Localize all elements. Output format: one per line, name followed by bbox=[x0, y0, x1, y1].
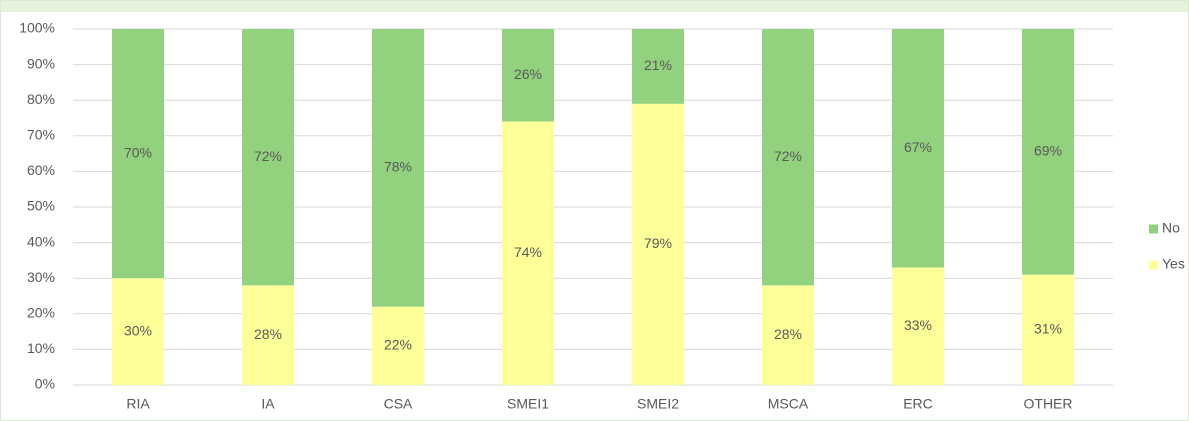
bar-segment bbox=[632, 103, 684, 385]
data-label: 31% bbox=[1034, 321, 1062, 337]
data-label: 67% bbox=[904, 139, 932, 155]
data-label: 30% bbox=[124, 322, 152, 338]
y-tick-label: 0% bbox=[35, 376, 55, 392]
bar-segment bbox=[372, 306, 424, 385]
data-label: 74% bbox=[514, 244, 542, 260]
top-strip bbox=[0, 0, 1189, 12]
data-label: 72% bbox=[774, 148, 802, 164]
legend-label: Yes bbox=[1162, 256, 1185, 272]
bar-segment bbox=[502, 29, 554, 122]
data-label: 70% bbox=[124, 144, 152, 160]
y-tick-label: 70% bbox=[27, 127, 55, 143]
bar-segment bbox=[762, 29, 814, 286]
legend-swatch bbox=[1149, 260, 1158, 270]
data-label: 21% bbox=[644, 57, 672, 73]
data-label: 33% bbox=[904, 317, 932, 333]
data-label: 26% bbox=[514, 66, 542, 82]
data-label: 79% bbox=[644, 235, 672, 251]
data-label: 28% bbox=[254, 326, 282, 342]
bar-segment bbox=[632, 29, 684, 104]
x-tick-label: OTHER bbox=[1024, 396, 1073, 412]
bar-segment bbox=[1022, 274, 1074, 385]
x-tick-label: SMEI2 bbox=[637, 396, 679, 412]
bar-segment bbox=[892, 29, 944, 268]
bar-segment bbox=[242, 29, 294, 286]
y-tick-label: 10% bbox=[27, 340, 55, 356]
bar-segment bbox=[1022, 29, 1074, 275]
legend-label: No bbox=[1162, 220, 1180, 236]
data-label: 69% bbox=[1034, 143, 1062, 159]
bar-segment bbox=[112, 29, 164, 279]
bar-segment bbox=[112, 278, 164, 385]
y-tick-label: 90% bbox=[27, 55, 55, 71]
x-tick-label: MSCA bbox=[768, 396, 809, 412]
x-tick-label: RIA bbox=[126, 396, 150, 412]
data-label: 22% bbox=[384, 337, 412, 353]
y-tick-label: 40% bbox=[27, 233, 55, 249]
y-tick-label: 30% bbox=[27, 269, 55, 285]
x-tick-label: ERC bbox=[903, 396, 933, 412]
bar-segment bbox=[502, 121, 554, 385]
bar-segment bbox=[762, 285, 814, 385]
bar-segment bbox=[372, 29, 424, 307]
y-tick-label: 60% bbox=[27, 162, 55, 178]
y-tick-label: 100% bbox=[19, 20, 55, 36]
bar-segment bbox=[892, 267, 944, 385]
data-label: 28% bbox=[774, 326, 802, 342]
y-tick-label: 50% bbox=[27, 198, 55, 214]
data-label: 78% bbox=[384, 159, 412, 175]
y-tick-label: 80% bbox=[27, 91, 55, 107]
y-tick-label: 20% bbox=[27, 305, 55, 321]
bar-segment bbox=[242, 285, 294, 385]
x-tick-label: SMEI1 bbox=[507, 396, 549, 412]
data-label: 72% bbox=[254, 148, 282, 164]
x-tick-label: CSA bbox=[384, 396, 413, 412]
legend-swatch bbox=[1149, 224, 1158, 234]
x-tick-label: IA bbox=[261, 396, 275, 412]
